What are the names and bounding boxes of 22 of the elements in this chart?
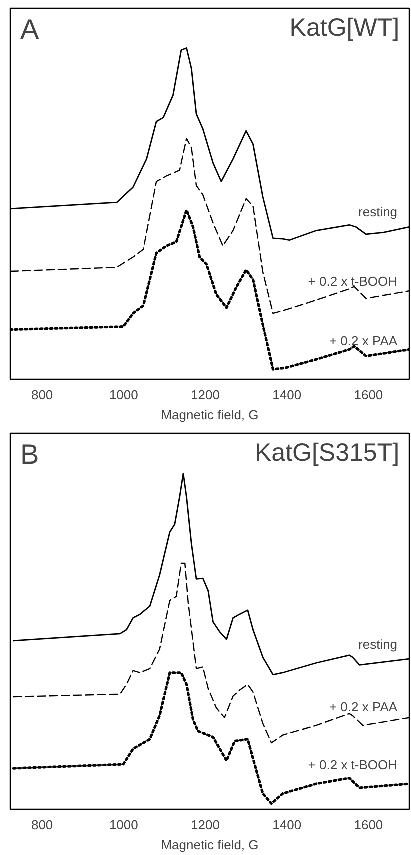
x-tick-label: 1400 xyxy=(272,818,302,832)
series-label: + 0.2 x t-BOOH xyxy=(308,274,398,290)
x-tick-label: 1400 xyxy=(272,388,302,402)
x-tick-label: 1000 xyxy=(109,818,138,832)
chart-title: KatG[S315T] xyxy=(255,439,400,468)
series-label: + 0.2 x PAA xyxy=(329,699,398,714)
x-tick-label: 1600 xyxy=(354,818,384,832)
x-tick-label: 800 xyxy=(31,388,54,402)
series-label: resting xyxy=(358,204,398,220)
text: A xyxy=(20,14,40,46)
series-label: + 0.2 x t-BOOH xyxy=(308,758,398,773)
x-tick-label: 1600 xyxy=(354,388,384,402)
series-label: resting xyxy=(358,636,398,652)
series-label: + 0.2 x PAA xyxy=(329,333,398,348)
x-tick-label: 1200 xyxy=(191,818,220,832)
x-tick-label: 1200 xyxy=(191,388,220,402)
x-axis-title: Magnetic field, G xyxy=(161,838,259,852)
x-axis-title: Magnetic field, G xyxy=(161,408,259,422)
chart-title: KatG[WT] xyxy=(290,14,400,42)
text: B xyxy=(20,439,40,470)
x-tick-label: 1000 xyxy=(109,388,138,402)
x-tick-label: 800 xyxy=(31,818,54,832)
